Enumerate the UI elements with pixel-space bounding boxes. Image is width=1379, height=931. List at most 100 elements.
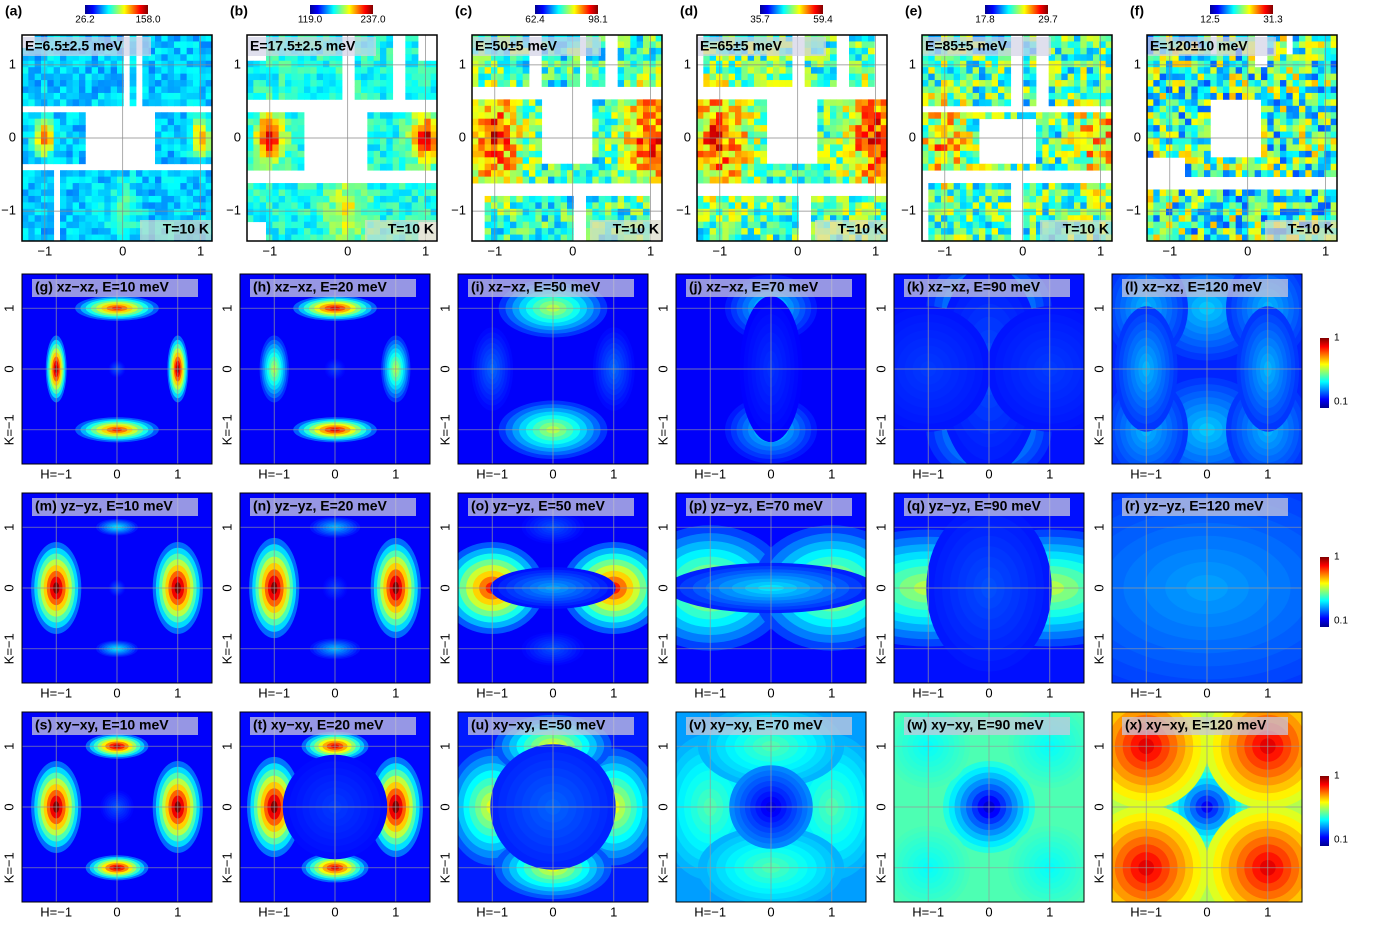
heatmap-cell bbox=[703, 215, 710, 222]
heatmap-cell bbox=[491, 164, 498, 171]
heatmap-cell bbox=[1036, 119, 1043, 126]
heatmap-cell bbox=[947, 144, 954, 151]
heatmap-cell bbox=[412, 61, 419, 68]
heatmap-cell bbox=[285, 164, 292, 171]
heatmap-cell bbox=[1280, 80, 1287, 87]
heatmap-cell bbox=[611, 170, 618, 177]
heatmap-cell bbox=[760, 125, 767, 132]
heatmap-cell bbox=[599, 151, 606, 158]
heatmap-cell bbox=[935, 215, 942, 222]
heatmap-cell bbox=[504, 138, 511, 145]
heatmap-cell bbox=[637, 170, 644, 177]
heatmap-cell bbox=[1274, 112, 1281, 119]
heatmap-cell bbox=[760, 177, 767, 184]
x-tick-label: 1 bbox=[1097, 243, 1104, 258]
heatmap-cell bbox=[155, 183, 162, 190]
heatmap-cell bbox=[155, 80, 162, 87]
heatmap-cell bbox=[697, 228, 704, 235]
heatmap-cell bbox=[73, 202, 80, 209]
heatmap-cell bbox=[954, 80, 961, 87]
heatmap-cell bbox=[1274, 190, 1281, 197]
heatmap-cell bbox=[548, 164, 555, 171]
heatmap-cell bbox=[928, 61, 935, 68]
heatmap-cell bbox=[310, 222, 317, 229]
heatmap-cell bbox=[28, 177, 35, 184]
heatmap-cell bbox=[529, 106, 536, 113]
heatmap-cell bbox=[611, 164, 618, 171]
heatmap-cell bbox=[592, 119, 599, 126]
heatmap-cell bbox=[1042, 119, 1049, 126]
heatmap-cell bbox=[380, 41, 387, 48]
heatmap-cell bbox=[824, 209, 831, 216]
heatmap-cell bbox=[529, 202, 536, 209]
heatmap-cell bbox=[98, 80, 105, 87]
heatmap-cell bbox=[966, 80, 973, 87]
heatmap-cell bbox=[405, 132, 412, 139]
x-tick-label: −1 bbox=[487, 243, 502, 258]
heatmap-cell bbox=[279, 80, 286, 87]
heatmap-cell bbox=[111, 228, 118, 235]
heatmap-cell bbox=[1286, 144, 1293, 151]
heatmap-cell bbox=[98, 67, 105, 74]
heatmap-cell bbox=[247, 132, 254, 139]
heatmap-cell bbox=[1185, 112, 1192, 119]
heatmap-cell bbox=[28, 151, 35, 158]
heatmap-cell bbox=[1055, 202, 1062, 209]
heatmap-cell bbox=[41, 125, 48, 132]
heatmap-cell bbox=[174, 74, 181, 81]
heatmap-cell bbox=[760, 106, 767, 113]
heatmap-cell bbox=[748, 74, 755, 81]
heatmap-cell bbox=[247, 87, 254, 94]
heatmap-cell bbox=[1217, 170, 1224, 177]
heatmap-cell bbox=[1087, 196, 1094, 203]
heatmap-cell bbox=[1160, 80, 1167, 87]
heatmap-cell bbox=[849, 138, 856, 145]
heatmap-cell bbox=[1267, 209, 1274, 216]
heatmap-cell bbox=[66, 228, 73, 235]
heatmap-cell bbox=[922, 164, 929, 171]
heatmap-cell bbox=[41, 132, 48, 139]
heatmap-cell bbox=[849, 125, 856, 132]
heatmap-cell bbox=[811, 170, 818, 177]
heatmap-cell bbox=[754, 164, 761, 171]
heatmap-cell bbox=[386, 67, 393, 74]
heatmap-cell bbox=[1160, 196, 1167, 203]
heatmap-cell bbox=[830, 157, 837, 164]
heatmap-cell bbox=[187, 35, 194, 42]
heatmap-cell bbox=[624, 125, 631, 132]
heatmap-cell bbox=[28, 87, 35, 94]
y-tick-label: −1 bbox=[451, 203, 466, 218]
heatmap-cell bbox=[868, 157, 875, 164]
heatmap-cell bbox=[1236, 61, 1243, 68]
heatmap-cell bbox=[1087, 93, 1094, 100]
heatmap-cell bbox=[386, 144, 393, 151]
heatmap-cell bbox=[824, 144, 831, 151]
heatmap-cell bbox=[374, 209, 381, 216]
heatmap-cell bbox=[54, 80, 61, 87]
heatmap-cell bbox=[1236, 209, 1243, 216]
heatmap-cell bbox=[497, 138, 504, 145]
heatmap-cell bbox=[947, 164, 954, 171]
heatmap-cell bbox=[735, 112, 742, 119]
heatmap-cell bbox=[922, 151, 929, 158]
heatmap-cell bbox=[979, 61, 986, 68]
heatmap-cell bbox=[592, 157, 599, 164]
heatmap-cell bbox=[405, 87, 412, 94]
heatmap-cell bbox=[754, 202, 761, 209]
heatmap-cell bbox=[843, 112, 850, 119]
heatmap-cell bbox=[1255, 190, 1262, 197]
heatmap-cell bbox=[703, 222, 710, 229]
heatmap-cell bbox=[317, 87, 324, 94]
heatmap-cell bbox=[561, 80, 568, 87]
heatmap-cell bbox=[54, 74, 61, 81]
heatmap-cell bbox=[824, 61, 831, 68]
heatmap-cell bbox=[1049, 112, 1056, 119]
heatmap-cell bbox=[542, 215, 549, 222]
heatmap-cell bbox=[1305, 119, 1312, 126]
heatmap-cell bbox=[830, 177, 837, 184]
heatmap-cell bbox=[285, 119, 292, 126]
heatmap-cell bbox=[485, 80, 492, 87]
heatmap-cell bbox=[767, 67, 774, 74]
heatmap-cell bbox=[180, 157, 187, 164]
heatmap-cell bbox=[1049, 196, 1056, 203]
